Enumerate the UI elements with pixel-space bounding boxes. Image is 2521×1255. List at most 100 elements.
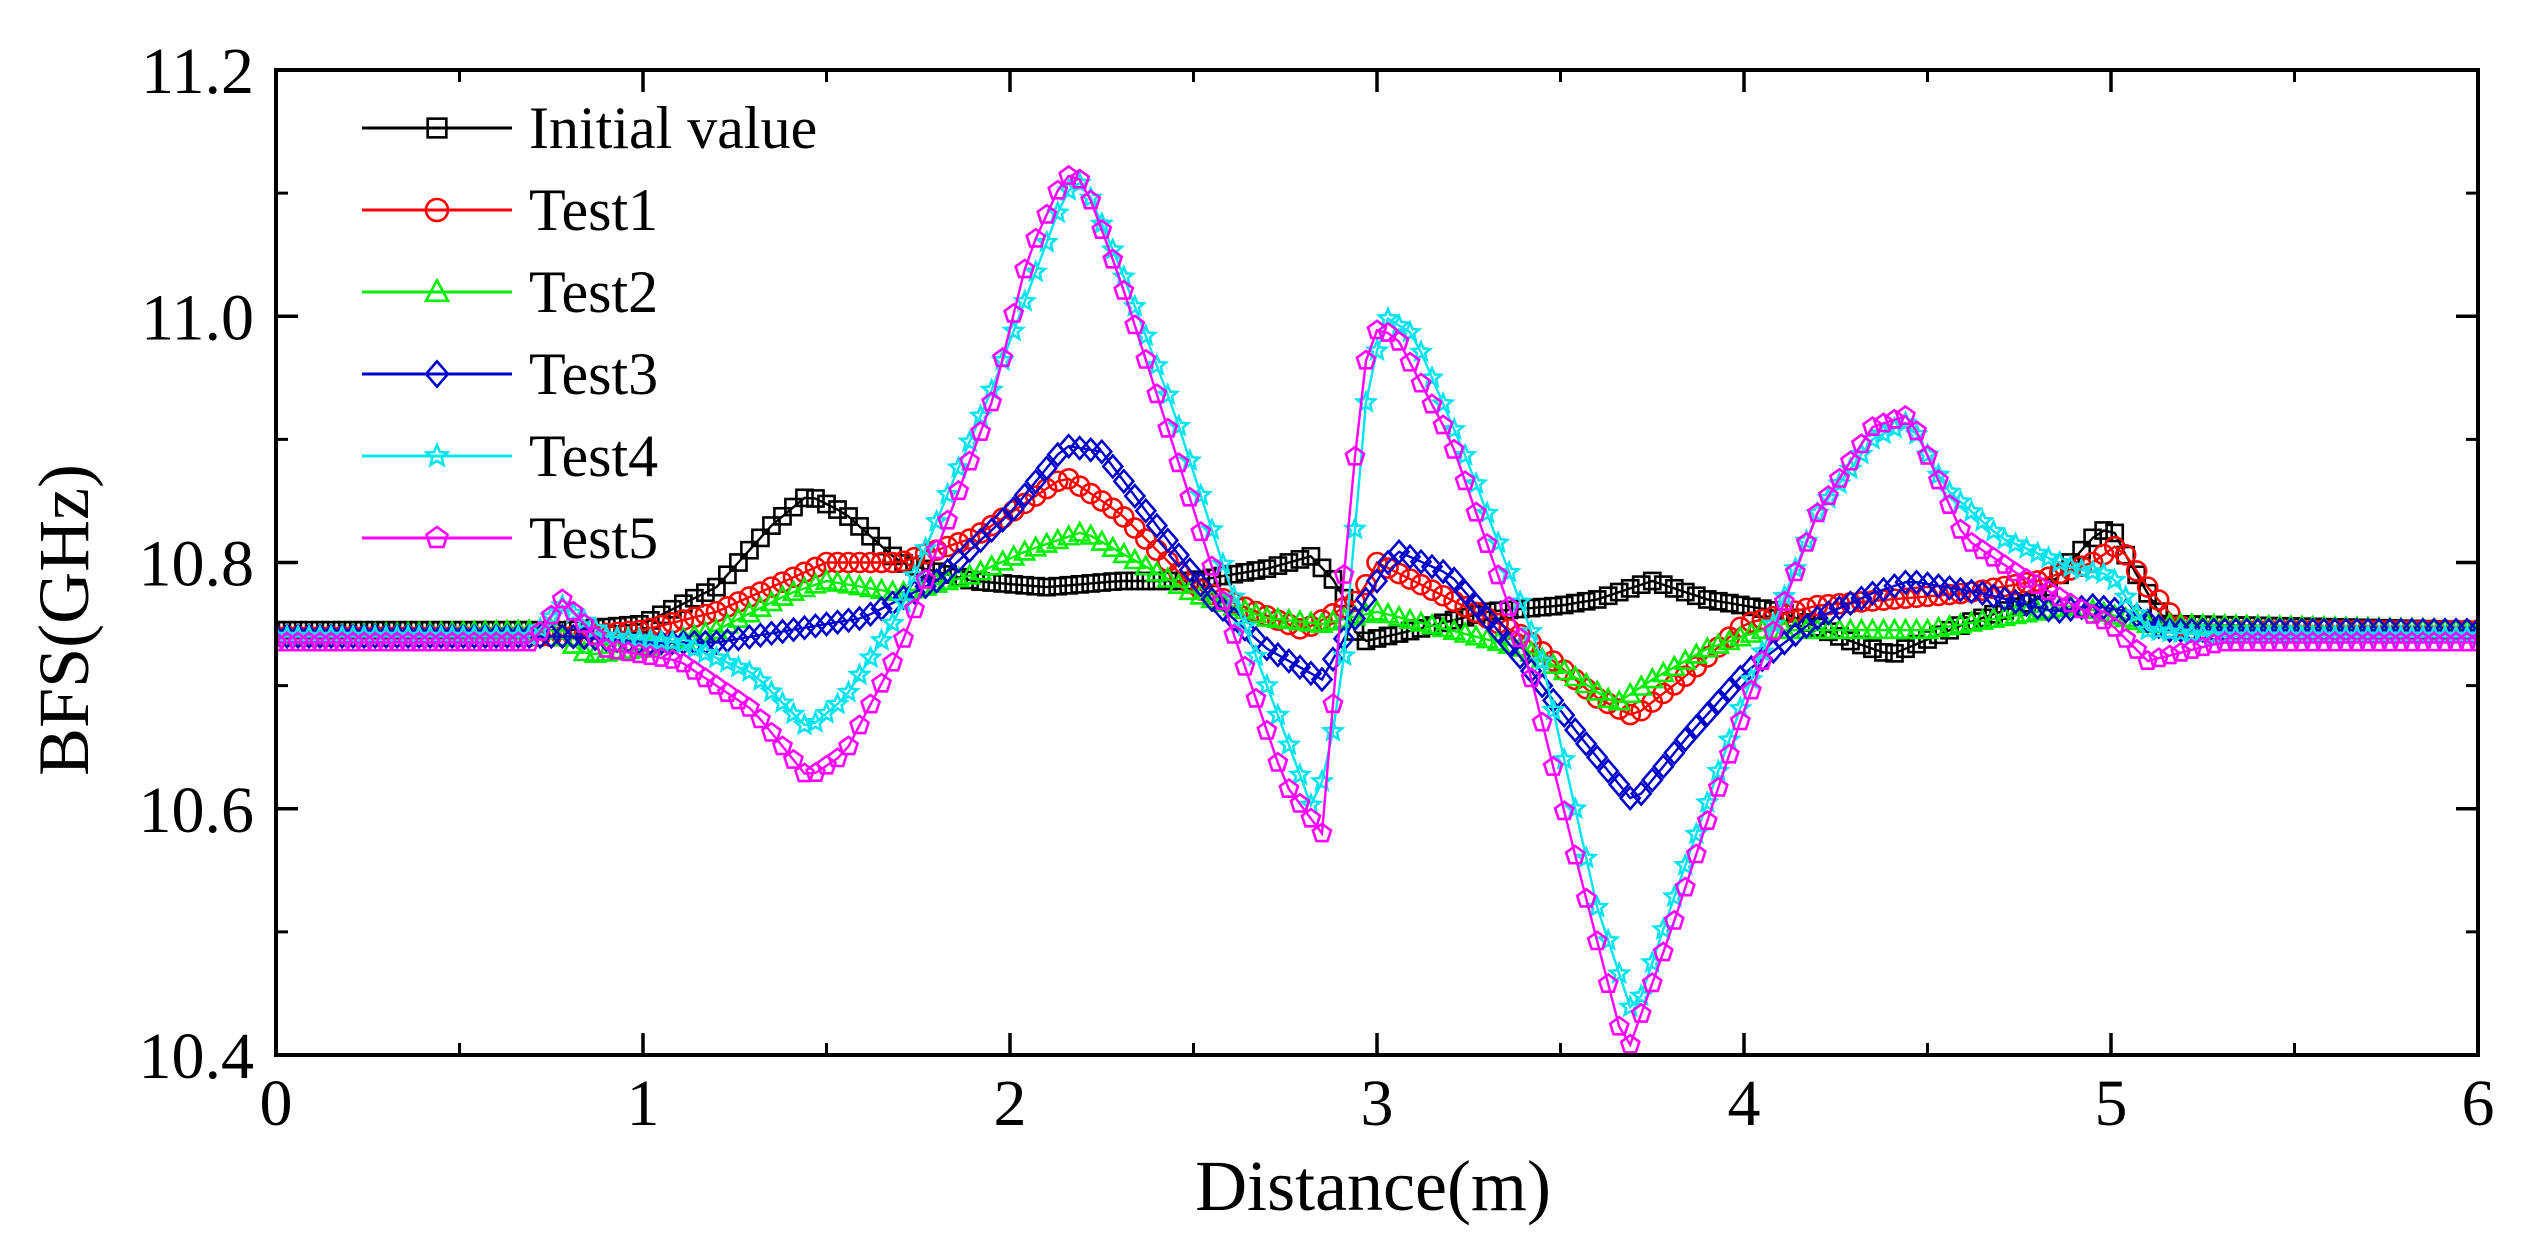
data-point <box>770 690 795 714</box>
data-point <box>1037 577 1057 597</box>
data-point <box>1476 532 1498 554</box>
data-point <box>1883 573 1906 599</box>
data-point <box>2346 631 2368 652</box>
data-point <box>859 601 882 628</box>
data-point <box>913 535 938 559</box>
data-point <box>771 735 794 756</box>
data-point <box>1641 767 1664 793</box>
data-point <box>1586 930 1608 951</box>
legend-label: Test4 <box>529 423 658 489</box>
data-point <box>2445 631 2467 652</box>
data-point <box>1168 452 1190 473</box>
data-point <box>1421 579 1443 602</box>
data-point <box>2291 631 2313 652</box>
data-point <box>298 631 320 652</box>
data-point <box>1244 601 1268 624</box>
data-point <box>1828 595 1851 621</box>
data-point <box>1719 593 1739 613</box>
data-point <box>671 631 696 655</box>
data-point <box>1266 606 1290 629</box>
data-point <box>1014 258 1036 279</box>
data-point <box>2390 631 2412 652</box>
data-point <box>364 631 386 652</box>
data-point <box>1739 666 1764 691</box>
data-point <box>1124 314 1146 335</box>
data-point <box>946 454 971 479</box>
legend-marker <box>423 277 451 303</box>
data-point <box>1200 586 1224 609</box>
data-point <box>1959 498 1984 523</box>
data-point <box>881 651 904 672</box>
data-point <box>937 509 959 530</box>
data-point <box>694 667 716 688</box>
data-point <box>1518 618 1544 642</box>
data-point <box>1399 351 1421 372</box>
data-point <box>836 679 861 703</box>
data-point <box>474 631 496 652</box>
data-point <box>1607 771 1631 798</box>
data-point <box>1729 710 1751 731</box>
data-point <box>2082 603 2104 624</box>
data-point <box>1841 631 1860 651</box>
data-point <box>1430 390 1456 415</box>
data-point <box>1685 713 1708 740</box>
data-point <box>1597 972 1619 994</box>
data-point <box>2071 598 2093 619</box>
data-point <box>2269 631 2291 652</box>
data-point <box>1034 229 1059 253</box>
data-point <box>1564 844 1586 865</box>
data-point <box>1290 550 1310 569</box>
data-point <box>1707 689 1730 715</box>
data-point <box>1432 584 1454 607</box>
data-point <box>850 517 869 536</box>
data-point <box>1520 667 1542 688</box>
data-point <box>1641 972 1663 993</box>
data-point <box>748 667 773 692</box>
data-point <box>1091 218 1113 239</box>
data-point <box>1134 553 1158 576</box>
data-point <box>1024 485 1047 507</box>
data-point <box>1585 894 1610 918</box>
data-point <box>771 571 794 594</box>
data-point <box>1442 566 1466 592</box>
data-point <box>804 613 827 639</box>
data-point <box>2047 549 2072 573</box>
data-point <box>793 614 816 641</box>
data-point <box>2114 544 2137 566</box>
data-point <box>2004 561 2027 582</box>
data-point <box>2192 635 2214 657</box>
data-point <box>795 488 814 508</box>
data-point <box>1585 679 1609 701</box>
data-point <box>1619 1033 1641 1054</box>
data-point <box>1300 807 1322 828</box>
data-point <box>573 612 595 634</box>
data-point <box>1619 703 1642 726</box>
data-point <box>2003 531 2028 555</box>
data-point <box>408 631 430 652</box>
data-point <box>331 631 353 652</box>
data-point <box>1354 586 1378 613</box>
data-point <box>1475 605 1499 631</box>
data-point <box>1893 617 1918 640</box>
data-point <box>1431 615 1455 638</box>
data-point <box>1277 607 1301 630</box>
data-point <box>825 691 850 715</box>
data-point <box>1322 692 1344 714</box>
data-point <box>1112 468 1136 495</box>
data-point <box>1872 576 1895 603</box>
data-point <box>572 639 596 662</box>
data-point <box>1311 822 1333 843</box>
data-point <box>718 565 737 585</box>
data-point <box>1551 746 1577 770</box>
data-point <box>1585 744 1609 771</box>
data-point <box>1398 607 1422 630</box>
data-point <box>1750 638 1775 663</box>
data-point <box>2203 633 2225 654</box>
data-point <box>1420 612 1444 635</box>
data-point <box>1675 582 1695 602</box>
data-point <box>1553 800 1575 821</box>
data-point <box>1103 572 1123 591</box>
data-point <box>1101 535 1125 558</box>
data-point <box>1453 621 1477 643</box>
legend-label: Test2 <box>529 259 658 325</box>
